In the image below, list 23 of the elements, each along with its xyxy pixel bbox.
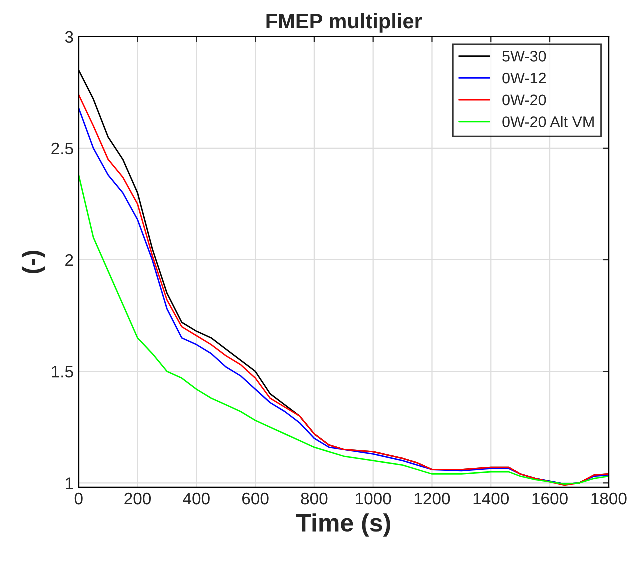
y-axis-title: (-) xyxy=(22,250,46,274)
x-tick-label: 1000 xyxy=(356,492,392,505)
x-tick-label: 0 xyxy=(74,492,83,505)
x-tick-label: 1800 xyxy=(592,492,627,505)
x-tick-label: 200 xyxy=(124,492,152,505)
y-tick-label: 2 xyxy=(66,254,74,266)
y-tick-label: 3 xyxy=(65,31,74,44)
y-tick-label: 1 xyxy=(66,478,74,490)
x-tick-label: 600 xyxy=(242,492,269,505)
legend-label: 0W-12 xyxy=(502,72,546,84)
chart-title: FMEP multiplier xyxy=(266,13,422,33)
x-tick-label: 1600 xyxy=(532,492,568,505)
x-tick-label: 1200 xyxy=(414,492,450,505)
legend-label: 0W-20 xyxy=(502,94,546,106)
x-tick-label: 800 xyxy=(301,492,328,505)
legend-label: 5W-30 xyxy=(502,51,546,62)
x-tick-label: 400 xyxy=(183,492,210,505)
line-series xyxy=(78,174,609,485)
x-tick-label: 1400 xyxy=(474,492,510,505)
legend-label: 0W-20 Alt VM xyxy=(502,116,594,128)
y-tick-label: 1.5 xyxy=(52,366,74,378)
x-axis-title: Time (s) xyxy=(296,514,390,537)
y-tick-label: 2.5 xyxy=(52,142,74,155)
